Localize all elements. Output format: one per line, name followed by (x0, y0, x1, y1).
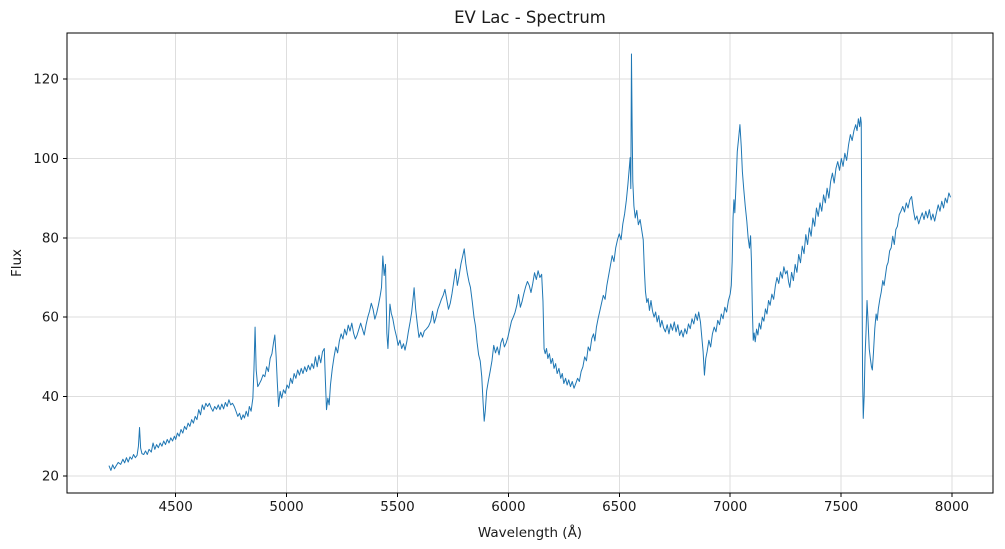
x-tick-label: 7500 (824, 499, 858, 515)
y-tick-label: 80 (42, 230, 59, 246)
x-tick-label: 5500 (380, 499, 414, 515)
axes-layer (63, 32, 994, 497)
y-tick-label: 60 (42, 310, 59, 326)
plot-frame (66, 32, 994, 494)
y-tick-label: 120 (33, 72, 59, 88)
x-tick-label: 4500 (159, 499, 193, 515)
x-tick-label: 8000 (935, 499, 969, 515)
y-tick-label: 100 (33, 151, 59, 167)
x-tick-label: 5000 (269, 499, 303, 515)
spectrum-line (108, 53, 951, 471)
x-tick-label: 7000 (713, 499, 747, 515)
tick-label-layer: 4500 5000 5500 6000 6500 7000 7500 8000 20 40 60 80… (33, 72, 969, 515)
spectrum-polyline (108, 53, 951, 471)
y-tick-label: 40 (42, 389, 59, 405)
grid-layer (67, 33, 993, 493)
x-tick-label: 6000 (491, 499, 525, 515)
y-tick-label: 20 (42, 468, 59, 484)
chart-title: EV Lac - Spectrum (454, 8, 606, 27)
y-axis-label: Flux (9, 249, 25, 277)
x-tick-label: 6500 (602, 499, 636, 515)
x-axis-label: Wavelength (Å) (478, 524, 582, 541)
